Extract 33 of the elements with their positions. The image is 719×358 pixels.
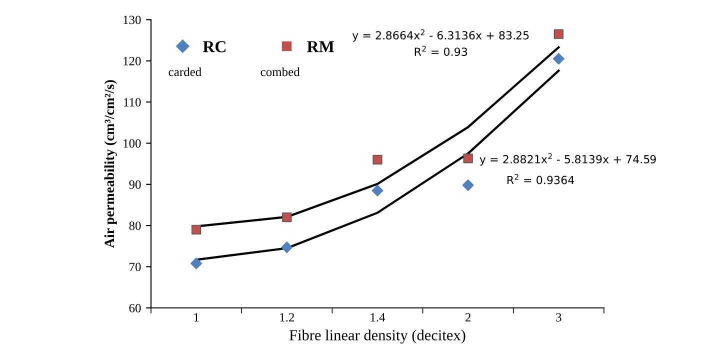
point bbox=[282, 212, 292, 222]
annotation: R$^{2}$ = 0.9364 bbox=[507, 174, 574, 184]
y-tick-label: 130 bbox=[124, 16, 141, 24]
annotation: combed bbox=[260, 67, 300, 76]
x-axis-title: Fibre linear density (decitex) bbox=[289, 330, 466, 344]
y-tick-label: 120 bbox=[124, 56, 141, 66]
y-tick-label: 80 bbox=[129, 222, 141, 230]
annotation: y = 2.8821x$^{2}$ - 5.8139x + 74.59 bbox=[480, 153, 656, 166]
point bbox=[372, 154, 382, 164]
y-tick-label: 70 bbox=[130, 262, 141, 272]
y-axis-title: Air permeability (cm³/cm²/s) bbox=[104, 80, 117, 248]
point bbox=[190, 258, 202, 270]
point bbox=[191, 224, 202, 234]
legend-label: RC bbox=[202, 41, 226, 52]
y-tick-label: 100 bbox=[124, 139, 141, 148]
point bbox=[462, 179, 474, 191]
legend-label: RM bbox=[307, 41, 334, 52]
point bbox=[554, 29, 564, 39]
annotation: R$^{2}$ = 0.93 bbox=[414, 46, 468, 56]
y-tick-label: 60 bbox=[129, 304, 141, 312]
x-tick-label: 1.2 bbox=[280, 313, 294, 322]
y-tick-label: 90 bbox=[129, 180, 141, 189]
annotation: y = 2.8664x$^{2}$ - 6.3136x + 83.25 bbox=[352, 29, 529, 42]
x-tick-label: 1 bbox=[194, 313, 199, 322]
x-tick-label: 2 bbox=[465, 313, 471, 322]
point bbox=[463, 154, 473, 164]
x-tick-label: 1.4 bbox=[370, 313, 386, 322]
point bbox=[281, 242, 293, 254]
y-tick-label: 110 bbox=[124, 98, 141, 106]
point bbox=[372, 184, 384, 196]
annotation: carded bbox=[168, 67, 202, 76]
point bbox=[552, 53, 564, 65]
x-tick-label: 3 bbox=[556, 313, 562, 322]
